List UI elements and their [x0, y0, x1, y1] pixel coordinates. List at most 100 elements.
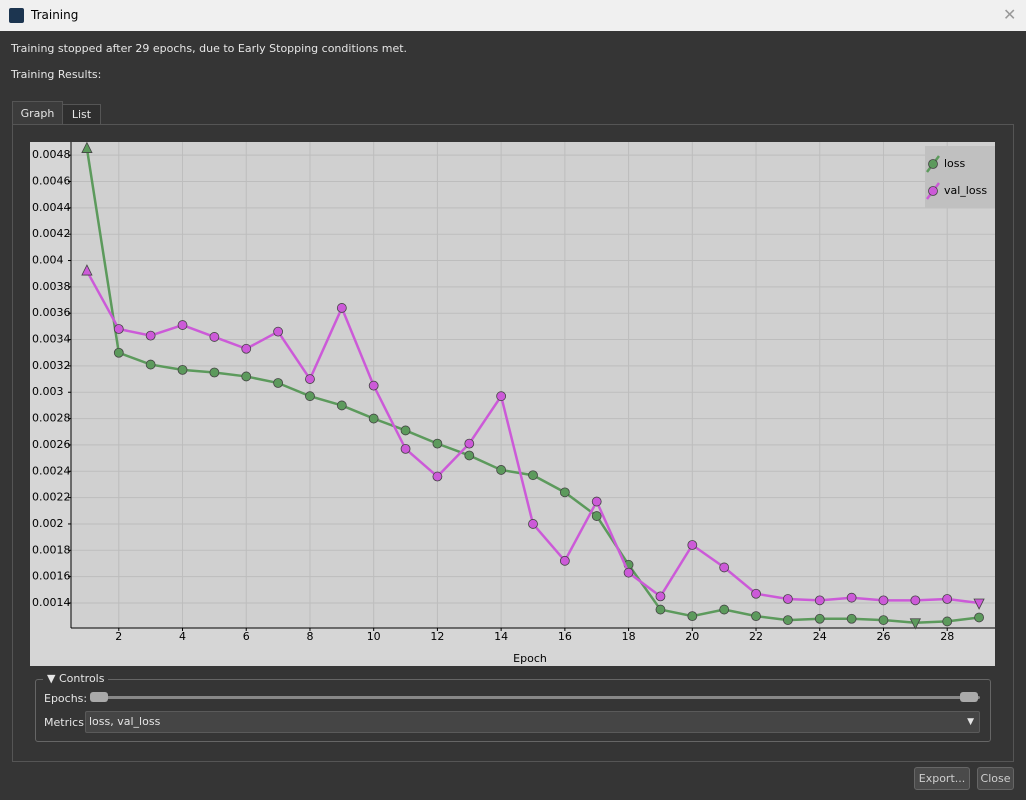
point [751, 588, 761, 599]
point [782, 615, 793, 625]
x-axis-label: Epoch [513, 652, 547, 665]
y-tick-label: 0.0018 [32, 543, 71, 556]
max-marker [81, 142, 93, 153]
point [113, 347, 124, 358]
x-tick-label: 6 [243, 630, 250, 643]
chart: Epoch 0.0014 0.0016 0.0018 0.002 0.0022 0.002… [30, 142, 995, 666]
point [113, 324, 124, 334]
y-tick-label: 0.0038 [32, 280, 71, 293]
metrics-label: Metrics [44, 716, 84, 729]
x-tick-label: 24 [813, 630, 827, 643]
controls-header[interactable]: ▼ Controls [43, 672, 109, 685]
point [942, 594, 953, 604]
point [655, 604, 666, 615]
status-message: Training stopped after 29 epochs, due to… [11, 42, 408, 55]
legend-box [925, 146, 995, 208]
point [687, 611, 698, 622]
x-tick-label: 8 [306, 630, 313, 643]
point [878, 615, 889, 625]
point [273, 378, 284, 388]
legend-marker [928, 186, 938, 196]
point [846, 613, 857, 624]
y-tick-label: 0.0014 [32, 596, 71, 609]
plot-area [71, 142, 995, 628]
y-tick-label: 0.0042 [32, 227, 71, 240]
y-tick-label: 0.0048 [32, 148, 71, 161]
point [528, 519, 538, 529]
y-tick-label: 0.004 [32, 254, 64, 267]
x-tick-label: 10 [367, 630, 381, 643]
point [305, 374, 315, 384]
point [719, 562, 730, 573]
y-tick-label: 0.0032 [32, 359, 71, 372]
metrics-combo[interactable]: loss, val_loss ▼ [85, 711, 980, 733]
point [209, 332, 220, 342]
point [464, 438, 475, 449]
tab[interactable]: List [62, 104, 101, 125]
slider-handle[interactable] [960, 692, 978, 702]
point [368, 413, 379, 424]
point [655, 591, 666, 602]
point [177, 320, 188, 330]
tab[interactable]: Graph [12, 101, 63, 125]
point [591, 496, 602, 507]
x-tick-label: 2 [115, 630, 122, 643]
point [145, 330, 156, 341]
slider-handle[interactable] [90, 692, 108, 702]
x-tick-label: 22 [749, 630, 763, 643]
legend-label: val_loss [944, 184, 987, 197]
point [241, 343, 252, 354]
point [305, 391, 315, 402]
min-marker [909, 618, 921, 630]
x-tick-label: 16 [558, 630, 572, 643]
y-tick-label: 0.0036 [32, 306, 71, 319]
window-title: Training [31, 8, 79, 22]
y-tick-label: 0.0016 [32, 570, 71, 583]
point [432, 438, 443, 449]
close-x[interactable]: ✕ [1003, 5, 1017, 24]
point [814, 613, 825, 624]
point [464, 450, 475, 461]
export-button[interactable]: Export... [914, 767, 970, 790]
point [368, 380, 379, 391]
x-tick-label: 20 [685, 630, 699, 643]
x-tick-label: 4 [179, 630, 186, 643]
y-tick-label: 0.0022 [32, 491, 71, 504]
y-tick-label: 0.0026 [32, 438, 71, 451]
point [145, 359, 156, 370]
point [273, 326, 284, 337]
point [336, 303, 347, 313]
point [719, 604, 730, 615]
point [814, 595, 825, 606]
x-tick-label: 14 [494, 630, 508, 643]
point [623, 567, 634, 578]
y-tick-label: 0.003 [32, 385, 64, 398]
epochs-label: Epochs: [44, 692, 88, 705]
y-tick-label: 0.0044 [32, 201, 71, 214]
controls-group [35, 679, 991, 742]
controls-title: Controls [58, 672, 105, 685]
point [177, 364, 188, 375]
epoch-slider[interactable] [92, 696, 980, 699]
point [496, 465, 507, 475]
point [336, 400, 347, 411]
point [591, 511, 602, 521]
title-bar: Training ✕ [0, 0, 1026, 31]
x-tick-label: 18 [622, 630, 636, 643]
point [209, 367, 220, 378]
y-tick-label: 0.0024 [32, 464, 71, 477]
point [241, 371, 252, 382]
y-tick-label: 0.0034 [32, 333, 71, 346]
x-tick-label: 26 [876, 630, 890, 643]
point [846, 592, 857, 603]
dropdown-arrow: ▼ [967, 717, 974, 727]
point [687, 540, 698, 550]
close-button[interactable]: Close [977, 767, 1014, 790]
point [432, 471, 443, 482]
point [942, 616, 953, 627]
y-tick-label: 0.0046 [32, 175, 71, 188]
point [559, 487, 570, 498]
y-tick-label: 0.0028 [32, 412, 71, 425]
x-tick-label: 12 [430, 630, 444, 643]
